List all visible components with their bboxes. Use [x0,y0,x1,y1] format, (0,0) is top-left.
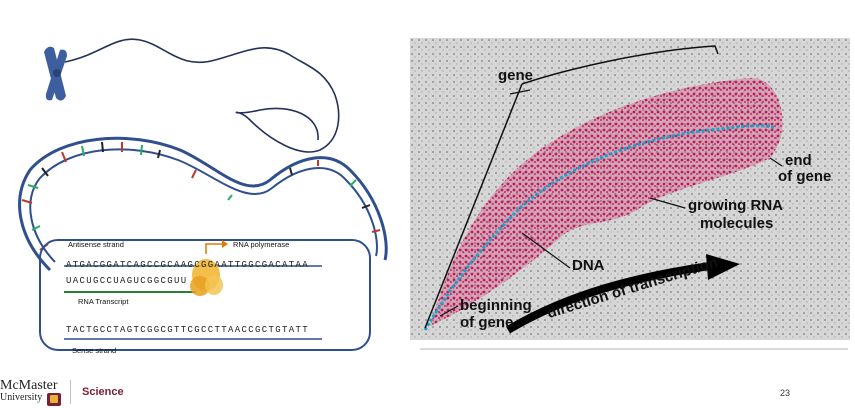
chromatin-fiber [64,38,340,153]
direction-arrowhead-icon [706,254,740,280]
faculty-label: Science [82,386,124,398]
rna-sequence: UACUGCCUAGUCGGCGUU [66,276,188,286]
gene-bracket-top [521,45,719,85]
antisense-strand-label: Antisense strand [68,240,124,249]
electron-micrograph: gene end of gene growing RNA molecules D… [410,38,850,340]
antisense-sequence: ATGACGGATCAGCCGCAAGCGGAATTGGCGACATAA [66,260,310,270]
mcmaster-logo: McMaster University [0,378,58,404]
transcription-diagram: Antisense strand RNA polymerase ATGACGGA… [0,0,410,360]
sense-strand-label: Sense strand [72,346,117,355]
logo-line1: McMaster [0,378,58,393]
label-dna: DNA [572,257,605,274]
transcription-bubble [39,239,371,351]
label-growing-rna: growing RNA [688,197,783,214]
dna-strand [423,124,776,331]
chromosome-icon [44,46,67,101]
promoter-arrow-icon [205,243,222,254]
label-of-gene-end: of gene [778,168,832,185]
label-of-gene-begin: of gene [460,314,514,331]
label-molecules: molecules [700,215,774,232]
page-number: 23 [780,388,791,398]
base-pair-rungs [21,141,381,251]
label-gene: gene [498,67,534,84]
dna-backbone-outer [18,136,388,272]
footer-divider [70,380,71,404]
crest-mark [50,395,58,403]
rna-polymerase-icon [190,259,223,296]
dna-helix-illustration [18,38,388,351]
label-end: end [785,152,812,169]
dna-backbone-inner [29,148,378,263]
label-beginning: beginning [460,297,532,314]
direction-arrow [505,262,711,334]
growing-rna-molecules [430,77,783,326]
photo-underline [420,348,848,350]
sense-sequence: TACTGCCTAGTCGGCGTTCGCCTTAACCGCTGTATT [66,325,310,335]
micrograph-illustration [410,38,850,340]
gene-bracket-left [424,83,523,329]
logo-line2: University [0,392,43,403]
rna-polymerase-label: RNA polymerase [233,240,290,249]
rna-transcript-label: RNA Transcript [78,297,129,306]
